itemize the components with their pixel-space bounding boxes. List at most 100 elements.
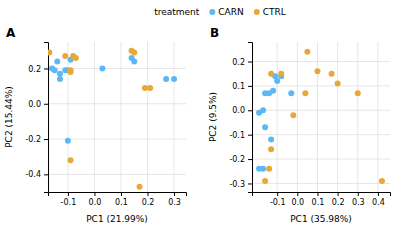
legend-label: CTRL: [263, 7, 286, 17]
series: [256, 73, 294, 172]
point: [268, 71, 274, 77]
point: [163, 76, 169, 82]
tick-mark: [44, 68, 48, 69]
tick: -0.1: [270, 192, 286, 207]
point: [131, 50, 137, 56]
point: [54, 58, 60, 64]
tick-label: 0.2: [332, 198, 345, 207]
point: [57, 76, 63, 82]
series: [49, 55, 177, 144]
tick: 0.1: [312, 192, 325, 207]
tick-mark: [121, 192, 122, 196]
grid: [48, 42, 186, 192]
tick: 0.1: [115, 192, 128, 207]
tick-label: -0.1: [229, 131, 245, 140]
tick-label: 0.3: [352, 198, 365, 207]
tick-mark: [248, 110, 252, 111]
point: [335, 80, 341, 86]
x-axis: -0.1 0.0 0.1 0.2 0.3 0.4: [253, 192, 391, 207]
point: [62, 53, 68, 59]
grid-line: [357, 42, 358, 192]
point: [65, 138, 71, 144]
tick-label: 0.1: [312, 198, 325, 207]
tick: -0.1: [61, 192, 77, 207]
point: [288, 90, 294, 96]
x-axis: -0.1 0.0 0.1 0.2 0.3: [49, 192, 187, 207]
tick-mark: [317, 192, 318, 196]
tick-mark: [297, 192, 298, 196]
y-axis: -0.3-0.2-0.10.00.10.2: [229, 43, 252, 193]
tick: -0.2: [25, 135, 48, 144]
chart: -0.1 0.0 0.1 0.2 0.3 -0.4 -0.2 0.0 0.2 PC1 (21.99…: [0, 0, 400, 236]
point: [268, 146, 274, 152]
y-axis: -0.4 -0.2 0.0 0.2: [25, 43, 48, 193]
tick-label: -0.1: [61, 198, 77, 207]
tick-mark: [248, 86, 252, 87]
grid-line: [94, 42, 95, 192]
tick: 0.0: [89, 192, 102, 207]
points: [256, 49, 385, 184]
point: [304, 49, 310, 55]
point: [171, 76, 177, 82]
legend-marker: [254, 9, 260, 15]
grid-line: [317, 42, 318, 192]
tick-label: -0.2: [229, 155, 245, 164]
panel-title: A: [6, 26, 16, 40]
tick-mark: [148, 192, 149, 196]
tick-mark: [68, 192, 69, 196]
point: [142, 85, 148, 91]
tick: -0.2: [229, 155, 252, 164]
tick-label: -0.3: [229, 180, 245, 189]
panel: -0.1 0.0 0.1 0.2 0.3 0.4 -0.3 -0.2 -0.1 0.0 0.1 0.2…: [208, 26, 391, 224]
tick-mark: [248, 62, 252, 63]
grid-line: [147, 42, 148, 192]
point: [48, 50, 52, 56]
point: [270, 88, 276, 94]
tick-mark: [277, 192, 278, 196]
point: [314, 68, 320, 74]
tick-label: -0.2: [25, 135, 41, 144]
tick-label: 0.0: [291, 198, 304, 207]
tick-mark: [44, 104, 48, 105]
tick-mark: [94, 192, 95, 196]
tick-mark: [248, 183, 252, 184]
x-axis-title: PC1 (21.99%): [86, 214, 148, 224]
points: [48, 48, 177, 190]
tick: 0.3: [168, 192, 181, 207]
tick: 0.0: [28, 100, 48, 109]
tick-label: -0.4: [25, 170, 41, 179]
axis-line: [49, 193, 187, 197]
legend-marker: [209, 9, 215, 15]
tick-label: 0.2: [142, 198, 155, 207]
point: [73, 55, 79, 61]
point: [147, 85, 153, 91]
point: [137, 184, 143, 190]
point: [290, 112, 296, 118]
grid-line: [337, 42, 338, 192]
legend-title: treatment: [154, 7, 200, 17]
tick-label: -0.1: [270, 198, 286, 207]
tick-label: 0.4: [372, 198, 385, 207]
x-axis-title: PC1 (35.98%): [290, 214, 352, 224]
tick: 0.4: [372, 192, 385, 207]
tick-mark: [44, 139, 48, 140]
panel-title: B: [210, 26, 219, 40]
tick: -0.4: [25, 170, 48, 179]
point: [262, 178, 268, 184]
grid: [252, 42, 390, 192]
point: [278, 71, 284, 77]
y-axis-title: PC2 (9.5%): [208, 92, 218, 142]
axis-line: [44, 43, 49, 193]
tick: 0.2: [332, 192, 345, 207]
grid-line: [252, 134, 390, 135]
tick-label: 0.1: [232, 82, 245, 91]
point: [379, 178, 385, 184]
tick: 0.2: [232, 58, 252, 67]
tick: -0.1: [229, 131, 252, 140]
grid-line: [252, 159, 390, 160]
tick-mark: [338, 192, 339, 196]
tick: 0.2: [142, 192, 155, 207]
point: [329, 71, 335, 77]
tick: 0.2: [28, 65, 48, 74]
point: [302, 90, 308, 96]
